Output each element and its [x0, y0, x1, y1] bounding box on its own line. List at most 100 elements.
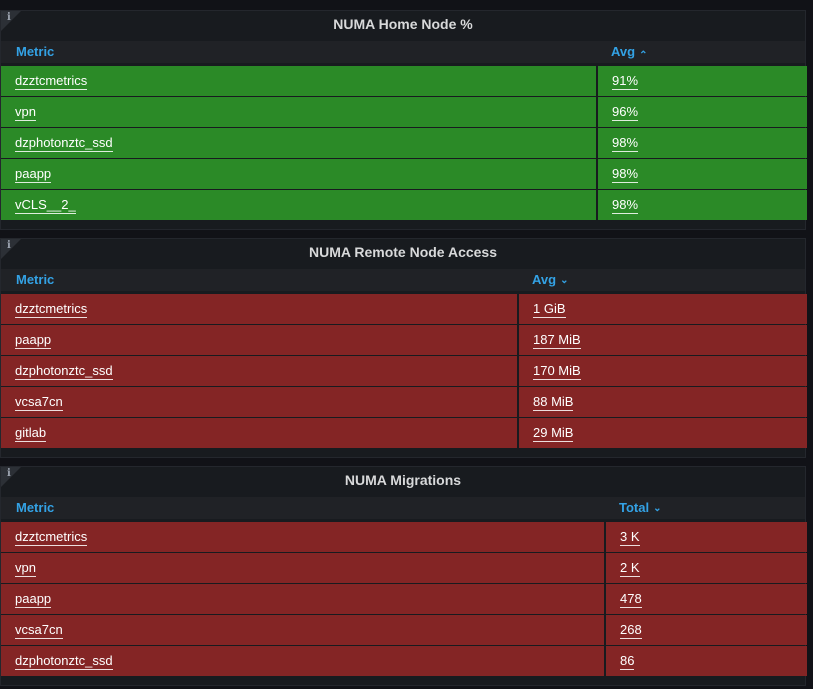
- metric-link[interactable]: dzphotonztc_ssd: [15, 363, 113, 380]
- value-cell: 268: [606, 615, 807, 645]
- sort-descending-icon: ⌄: [653, 503, 662, 514]
- info-icon[interactable]: i: [7, 12, 11, 23]
- column-header-label: Avg: [532, 272, 557, 287]
- column-header-metric[interactable]: Metric: [16, 500, 55, 515]
- column-header-metric[interactable]: Metric: [16, 44, 55, 59]
- table-body: dzztcmetrics 1 GiB paapp 187 MiB dzphoto…: [1, 291, 807, 448]
- value-link[interactable]: 3 K: [620, 529, 640, 546]
- table-row: dzztcmetrics 3 K: [1, 522, 807, 552]
- metric-cell: dzphotonztc_ssd: [1, 356, 517, 386]
- info-icon[interactable]: i: [7, 240, 11, 251]
- panel-numa-migrations: i NUMA Migrations Metric Total ⌄ dzztcmet…: [0, 466, 807, 686]
- value-link[interactable]: 478: [620, 591, 642, 608]
- table-row: dzztcmetrics 1 GiB: [1, 294, 807, 324]
- metric-link[interactable]: vpn: [15, 560, 36, 577]
- sort-descending-icon: ⌄: [560, 275, 569, 286]
- panel-info-corner[interactable]: [1, 239, 21, 259]
- metric-cell: dzztcmetrics: [1, 522, 604, 552]
- table-row: dzphotonztc_ssd 170 MiB: [1, 356, 807, 386]
- value-link[interactable]: 86: [620, 653, 635, 670]
- metric-link[interactable]: vcsa7cn: [15, 394, 63, 411]
- value-link[interactable]: 91%: [612, 73, 639, 90]
- table-header: Metric Total ⌄: [1, 497, 805, 519]
- value-cell: 86: [606, 646, 807, 676]
- value-link[interactable]: 98%: [612, 166, 639, 183]
- table-row: paapp 187 MiB: [1, 325, 807, 355]
- value-cell: 187 MiB: [519, 325, 807, 355]
- value-cell: 1 GiB: [519, 294, 807, 324]
- value-link[interactable]: 2 K: [620, 560, 640, 577]
- panel-numa-remote-node-access: i NUMA Remote Node Access Metric Avg ⌄ dz…: [0, 238, 807, 458]
- table-row: vpn 2 K: [1, 553, 807, 583]
- column-header-metric[interactable]: Metric: [16, 272, 55, 287]
- table-row: dzztcmetrics 91%: [1, 66, 807, 96]
- metric-link[interactable]: paapp: [15, 591, 52, 608]
- metric-cell: dzztcmetrics: [1, 66, 596, 96]
- value-link[interactable]: 96%: [612, 104, 639, 121]
- value-cell: 98%: [598, 159, 807, 189]
- metric-link[interactable]: vCLS__2_: [15, 197, 76, 214]
- panel-numa-home-node: i NUMA Home Node % Metric Avg ⌃ dzztcmetr…: [0, 10, 807, 230]
- panel-title[interactable]: NUMA Home Node %: [333, 16, 473, 32]
- table-row: gitlab 29 MiB: [1, 418, 807, 448]
- column-header-avg[interactable]: Avg ⌄: [532, 272, 568, 287]
- sort-ascending-icon: ⌃: [639, 50, 648, 61]
- table-row: vcsa7cn 88 MiB: [1, 387, 807, 417]
- column-header-total[interactable]: Total ⌄: [619, 500, 661, 515]
- column-header-label: Total: [619, 500, 650, 515]
- value-link[interactable]: 1 GiB: [533, 301, 566, 318]
- table-header: Metric Avg ⌃: [1, 41, 805, 63]
- metric-link[interactable]: dzphotonztc_ssd: [15, 135, 113, 152]
- table-row: paapp 478: [1, 584, 807, 614]
- metric-cell: vcsa7cn: [1, 387, 517, 417]
- metric-link[interactable]: paapp: [15, 166, 52, 183]
- column-header-label: Avg: [611, 44, 636, 59]
- table-header: Metric Avg ⌄: [1, 269, 805, 291]
- metric-cell: vCLS__2_: [1, 190, 596, 220]
- table-row: vcsa7cn 268: [1, 615, 807, 645]
- metric-cell: gitlab: [1, 418, 517, 448]
- table-row: dzphotonztc_ssd 86: [1, 646, 807, 676]
- metric-cell: dzphotonztc_ssd: [1, 646, 604, 676]
- value-link[interactable]: 170 MiB: [533, 363, 581, 380]
- table-row: vpn 96%: [1, 97, 807, 127]
- metric-link[interactable]: paapp: [15, 332, 52, 349]
- value-link[interactable]: 268: [620, 622, 642, 639]
- panel-info-corner[interactable]: [1, 11, 21, 31]
- metric-link[interactable]: gitlab: [15, 425, 47, 442]
- value-cell: 96%: [598, 97, 807, 127]
- value-link[interactable]: 98%: [612, 135, 639, 152]
- panel-info-corner[interactable]: [1, 467, 21, 487]
- metric-cell: paapp: [1, 325, 517, 355]
- value-cell: 29 MiB: [519, 418, 807, 448]
- value-cell: 170 MiB: [519, 356, 807, 386]
- value-cell: 98%: [598, 190, 807, 220]
- value-link[interactable]: 98%: [612, 197, 639, 214]
- value-cell: 91%: [598, 66, 807, 96]
- panel-title[interactable]: NUMA Remote Node Access: [308, 244, 497, 260]
- metric-link[interactable]: vcsa7cn: [15, 622, 63, 639]
- metric-link[interactable]: dzphotonztc_ssd: [15, 653, 113, 670]
- metric-link[interactable]: vpn: [15, 104, 36, 121]
- value-link[interactable]: 88 MiB: [533, 394, 574, 411]
- panel-title[interactable]: NUMA Migrations: [344, 472, 462, 488]
- table-row: paapp 98%: [1, 159, 807, 189]
- value-cell: 2 K: [606, 553, 807, 583]
- info-icon[interactable]: i: [7, 468, 11, 479]
- table-body: dzztcmetrics 3 K vpn 2 K paapp 478 vcsa7…: [1, 519, 807, 676]
- value-cell: 98%: [598, 128, 807, 158]
- value-link[interactable]: 187 MiB: [533, 332, 581, 349]
- metric-link[interactable]: dzztcmetrics: [15, 73, 88, 90]
- metric-cell: dzphotonztc_ssd: [1, 128, 596, 158]
- table-body: dzztcmetrics 91% vpn 96% dzphotonztc_ssd…: [1, 63, 807, 220]
- column-header-avg[interactable]: Avg ⌃: [611, 44, 647, 61]
- value-cell: 478: [606, 584, 807, 614]
- metric-cell: vpn: [1, 97, 596, 127]
- table-row: dzphotonztc_ssd 98%: [1, 128, 807, 158]
- value-link[interactable]: 29 MiB: [533, 425, 574, 442]
- value-cell: 88 MiB: [519, 387, 807, 417]
- metric-link[interactable]: dzztcmetrics: [15, 301, 88, 318]
- metric-cell: paapp: [1, 159, 596, 189]
- table-row: vCLS__2_ 98%: [1, 190, 807, 220]
- metric-link[interactable]: dzztcmetrics: [15, 529, 88, 546]
